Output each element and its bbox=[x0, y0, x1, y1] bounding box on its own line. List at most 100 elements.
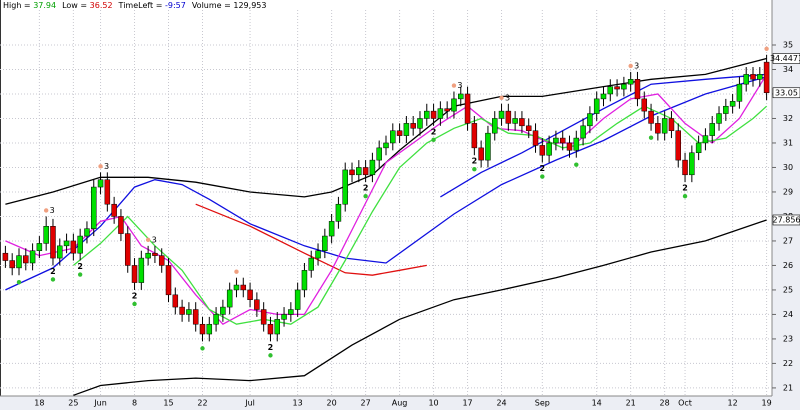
candle-body bbox=[315, 250, 321, 259]
signals: 2 2 2 2 2 2 2 2 2 3 3 3 3 3 3 bbox=[16, 46, 769, 358]
candle-body bbox=[199, 323, 206, 335]
candle-body bbox=[84, 228, 90, 237]
header-value: 37.94 bbox=[33, 1, 56, 10]
candle-body bbox=[260, 309, 267, 325]
candle-body bbox=[342, 169, 348, 205]
signal-dot bbox=[628, 63, 633, 69]
candle-body bbox=[186, 309, 192, 315]
signal-dot bbox=[98, 164, 103, 169]
signal-label: 2 bbox=[540, 164, 546, 173]
x-tick-label: 20 bbox=[327, 399, 337, 408]
candle-body bbox=[349, 169, 355, 176]
candle-body bbox=[322, 235, 328, 251]
x-tick-label: 14 bbox=[592, 399, 602, 408]
candle-body bbox=[485, 132, 491, 161]
candle-body bbox=[587, 113, 593, 127]
candle-body bbox=[743, 74, 749, 85]
signal-label: 3 bbox=[505, 93, 510, 102]
signal-dot bbox=[77, 272, 83, 277]
x-tick-label: 15 bbox=[163, 399, 173, 408]
signal-label: 2 bbox=[363, 184, 369, 193]
y-axis-panel bbox=[772, 0, 800, 410]
y-tick-label: 22 bbox=[783, 359, 793, 368]
candle-body bbox=[233, 284, 240, 291]
signal-dot bbox=[145, 237, 151, 243]
candle-body bbox=[240, 284, 247, 291]
x-axis-panel bbox=[0, 396, 772, 410]
candle-body bbox=[553, 137, 559, 144]
candle-body bbox=[376, 147, 382, 161]
candles bbox=[2, 54, 770, 342]
price-tag-box bbox=[772, 87, 800, 99]
candle-body bbox=[145, 252, 151, 259]
x-tick-label: 24 bbox=[496, 399, 506, 408]
candle-body bbox=[118, 216, 124, 234]
signal-dot bbox=[132, 301, 137, 307]
candle-body bbox=[77, 235, 83, 254]
candle-body bbox=[593, 98, 600, 114]
price-tag: 27.856 bbox=[773, 215, 800, 224]
header-label: High = bbox=[3, 1, 33, 10]
signal-dot bbox=[648, 135, 654, 140]
header-label: TimeLeft = bbox=[118, 1, 165, 10]
signal-dot bbox=[472, 167, 477, 172]
candle-body bbox=[573, 137, 580, 151]
candle-body bbox=[70, 240, 77, 254]
signal-dot bbox=[43, 208, 49, 213]
indicator-line bbox=[73, 219, 767, 396]
x-tick-label: Oct bbox=[678, 399, 692, 408]
candle-body bbox=[9, 260, 15, 269]
x-tick-label: 21 bbox=[626, 399, 636, 408]
candle-body bbox=[220, 306, 226, 315]
candle-body bbox=[702, 135, 709, 144]
candle-body bbox=[539, 145, 546, 156]
candle-body bbox=[390, 130, 396, 144]
signal-dot bbox=[50, 277, 56, 282]
candle-body bbox=[165, 265, 172, 296]
y-tick-label: 31 bbox=[783, 138, 793, 147]
signal-dot bbox=[234, 269, 239, 274]
candle-body bbox=[763, 61, 770, 94]
candle-body bbox=[566, 142, 573, 151]
y-tick-label: 24 bbox=[783, 310, 793, 319]
candle-body bbox=[288, 309, 294, 315]
candle-body bbox=[281, 314, 287, 320]
signal-dot bbox=[574, 162, 579, 167]
candle-body bbox=[111, 203, 117, 217]
candle-body bbox=[648, 110, 654, 124]
signal-label: 2 bbox=[472, 157, 478, 166]
signal-label: 2 bbox=[682, 184, 688, 193]
candle-body bbox=[424, 110, 430, 119]
candle-body bbox=[580, 125, 586, 139]
candle-body bbox=[158, 255, 165, 266]
candle-body bbox=[192, 309, 199, 325]
header: High = 37.94 Low = 36.52 TimeLeft = -9:57 V… bbox=[3, 1, 266, 10]
header-value: -9:57 bbox=[165, 1, 186, 10]
x-tick-label: 19 bbox=[762, 399, 772, 408]
x-tick-label: 22 bbox=[197, 399, 207, 408]
candle-body bbox=[757, 74, 763, 80]
indicator-line bbox=[72, 105, 768, 325]
candle-body bbox=[16, 255, 22, 269]
indicator-line bbox=[195, 203, 427, 276]
candle-body bbox=[559, 137, 566, 144]
signal-label: 2 bbox=[132, 291, 138, 300]
y-tick-label: 21 bbox=[783, 383, 793, 392]
x-tick-label: 18 bbox=[34, 399, 44, 408]
candle-body bbox=[750, 74, 756, 80]
candle-body bbox=[335, 203, 342, 222]
signal-dot bbox=[764, 46, 769, 51]
signal-dot bbox=[200, 346, 205, 351]
candle-body bbox=[383, 142, 389, 149]
candle-body bbox=[464, 93, 471, 124]
y-tick-label: 25 bbox=[783, 285, 793, 294]
y-tick-label: 30 bbox=[783, 163, 793, 172]
x-tick-label: Aug bbox=[392, 399, 408, 408]
candle-body bbox=[661, 118, 668, 134]
candle-body bbox=[124, 233, 131, 266]
candle-body bbox=[267, 323, 274, 335]
candle-body bbox=[736, 83, 743, 102]
candle-body bbox=[532, 130, 539, 146]
candle-body bbox=[498, 110, 505, 119]
signal-label: 3 bbox=[104, 162, 109, 171]
